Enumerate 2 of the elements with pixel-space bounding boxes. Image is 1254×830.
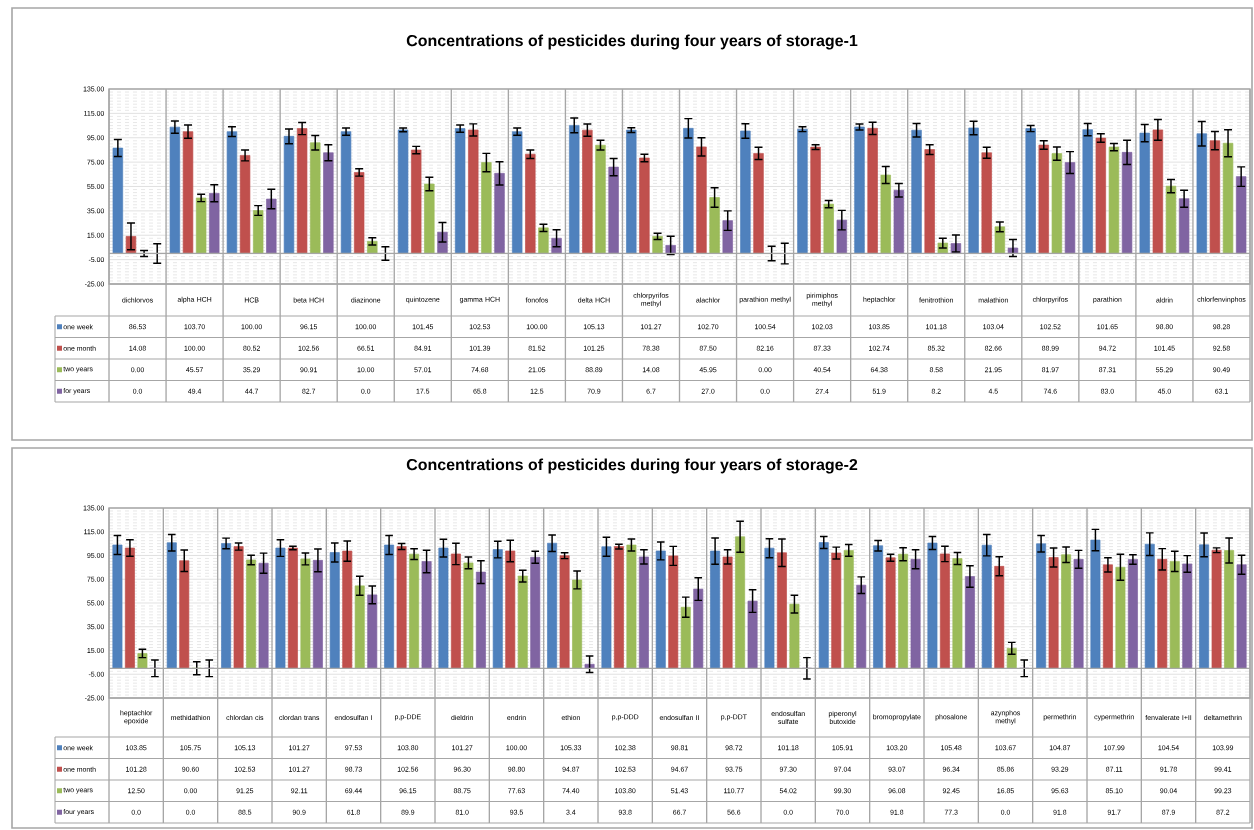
chart-title: Concentrations of pesticides during four years of storage-2	[406, 458, 858, 474]
chart-title: Concentrations of pesticides during four years of storage-1	[406, 34, 858, 50]
